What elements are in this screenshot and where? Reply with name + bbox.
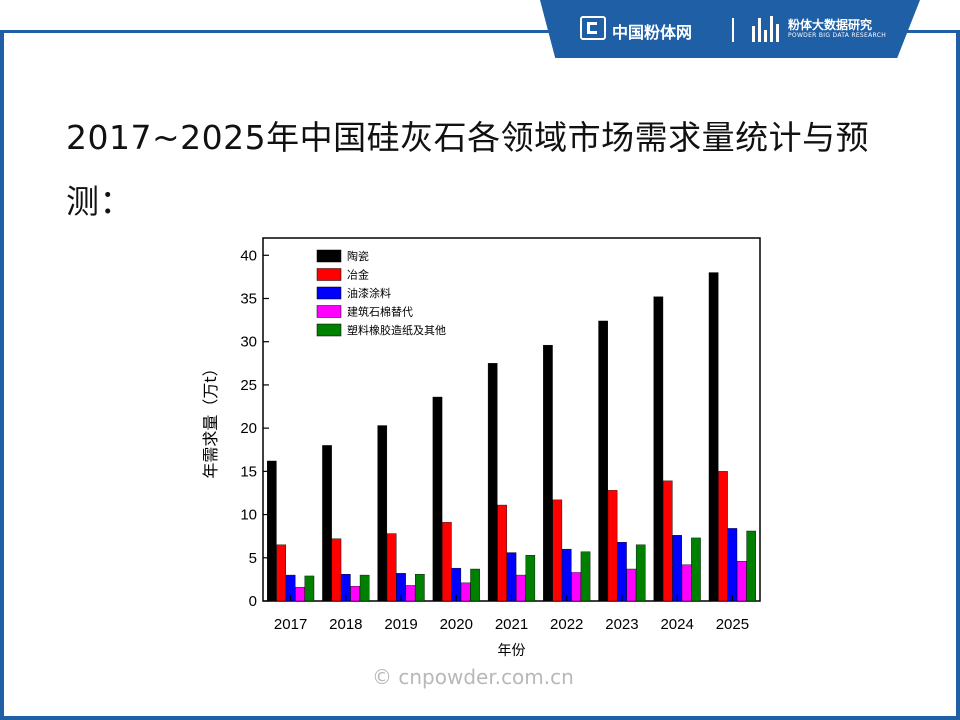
bar xyxy=(304,575,315,602)
y-axis-label: 年需求量（万t） xyxy=(201,360,220,478)
bar xyxy=(386,533,397,602)
legend-label: 塑料橡胶造纸及其他 xyxy=(347,323,446,337)
y-tick-label: 30 xyxy=(240,334,257,351)
x-tick-label: 2021 xyxy=(495,616,528,633)
bar xyxy=(571,572,581,602)
legend-swatch xyxy=(316,305,342,318)
legend-label: 油漆涂料 xyxy=(347,286,391,300)
legend-swatch xyxy=(316,268,342,281)
header-banner xyxy=(540,0,920,58)
bar xyxy=(267,460,277,602)
watermark: © cnpowder.com.cn xyxy=(372,665,574,689)
bar xyxy=(460,582,471,602)
bar xyxy=(359,574,370,602)
frame-bottom-border xyxy=(0,716,960,720)
frame-right-border xyxy=(956,30,960,720)
header-separator xyxy=(732,18,734,42)
cnpowder-logo-icon xyxy=(580,16,606,40)
y-tick-label: 15 xyxy=(240,463,257,480)
bar xyxy=(561,548,572,602)
x-axis-label: 年份 xyxy=(498,643,526,659)
legend-label: 陶瓷 xyxy=(347,249,369,263)
bar xyxy=(718,471,728,602)
bar xyxy=(708,272,719,602)
x-tick-label: 2024 xyxy=(660,616,693,633)
y-tick-label: 25 xyxy=(240,377,257,394)
bar xyxy=(626,568,637,602)
bar xyxy=(736,561,747,602)
bar xyxy=(691,537,701,602)
bar xyxy=(322,445,332,602)
legend-swatch xyxy=(316,323,342,337)
bar xyxy=(727,528,738,602)
bar xyxy=(442,522,452,602)
bar xyxy=(432,396,443,602)
bar xyxy=(350,586,361,602)
data-research-logo-icon xyxy=(752,16,782,42)
bar xyxy=(580,551,591,602)
bar xyxy=(598,320,608,602)
y-tick-label: 10 xyxy=(240,507,257,524)
legend-swatch xyxy=(316,286,342,300)
x-tick-label: 2018 xyxy=(329,616,362,633)
chart-container: 0 5 10 15 20 25 30 35 40 2017 2018 2019 2020 2021 2022… xyxy=(190,230,770,670)
research-name: 粉体大数据研究 xyxy=(788,18,873,32)
legend-label: 建筑石棉替代 xyxy=(347,305,413,319)
frame-left-border xyxy=(0,30,4,720)
x-tick-label: 2022 xyxy=(550,616,583,633)
bar xyxy=(617,542,627,602)
brand-name: 中国粉体网 xyxy=(612,23,693,42)
bar xyxy=(405,585,416,602)
x-tick-label: 2023 xyxy=(605,616,638,633)
bar xyxy=(377,425,388,602)
bar xyxy=(653,296,664,602)
page-title: 2017~2025年中国硅灰石各领域市场需求量统计与预测： xyxy=(66,118,870,221)
x-tick-label: 2017 xyxy=(274,616,307,633)
bar xyxy=(516,574,526,602)
bar xyxy=(506,552,517,602)
bar xyxy=(635,544,646,602)
y-tick-label: 5 xyxy=(249,550,257,567)
bar xyxy=(662,480,673,602)
research-subtitle: POWDER BIG DATA RESEARCH xyxy=(788,32,887,39)
frame-top-border xyxy=(0,30,960,33)
bar xyxy=(276,544,287,602)
bar xyxy=(470,568,480,602)
x-tick-label: 2019 xyxy=(384,616,417,633)
bar xyxy=(331,538,342,602)
x-tick-label: 2025 xyxy=(716,616,749,633)
y-tick-label: 40 xyxy=(240,247,257,264)
bar xyxy=(415,574,425,602)
legend-swatch xyxy=(316,249,342,263)
bar xyxy=(525,554,536,602)
y-tick-label: 20 xyxy=(240,420,257,437)
bar xyxy=(487,363,498,602)
bar xyxy=(672,535,682,602)
y-tick-label: 0 xyxy=(249,593,257,610)
bar xyxy=(543,344,553,602)
bar xyxy=(746,530,756,602)
legend-label: 冶金 xyxy=(347,268,369,282)
y-tick-label: 35 xyxy=(240,291,257,308)
bar xyxy=(681,564,692,602)
bar xyxy=(552,499,563,602)
bar xyxy=(497,504,507,602)
x-tick-label: 2020 xyxy=(440,616,473,633)
bar xyxy=(607,490,618,602)
bar xyxy=(295,586,305,602)
